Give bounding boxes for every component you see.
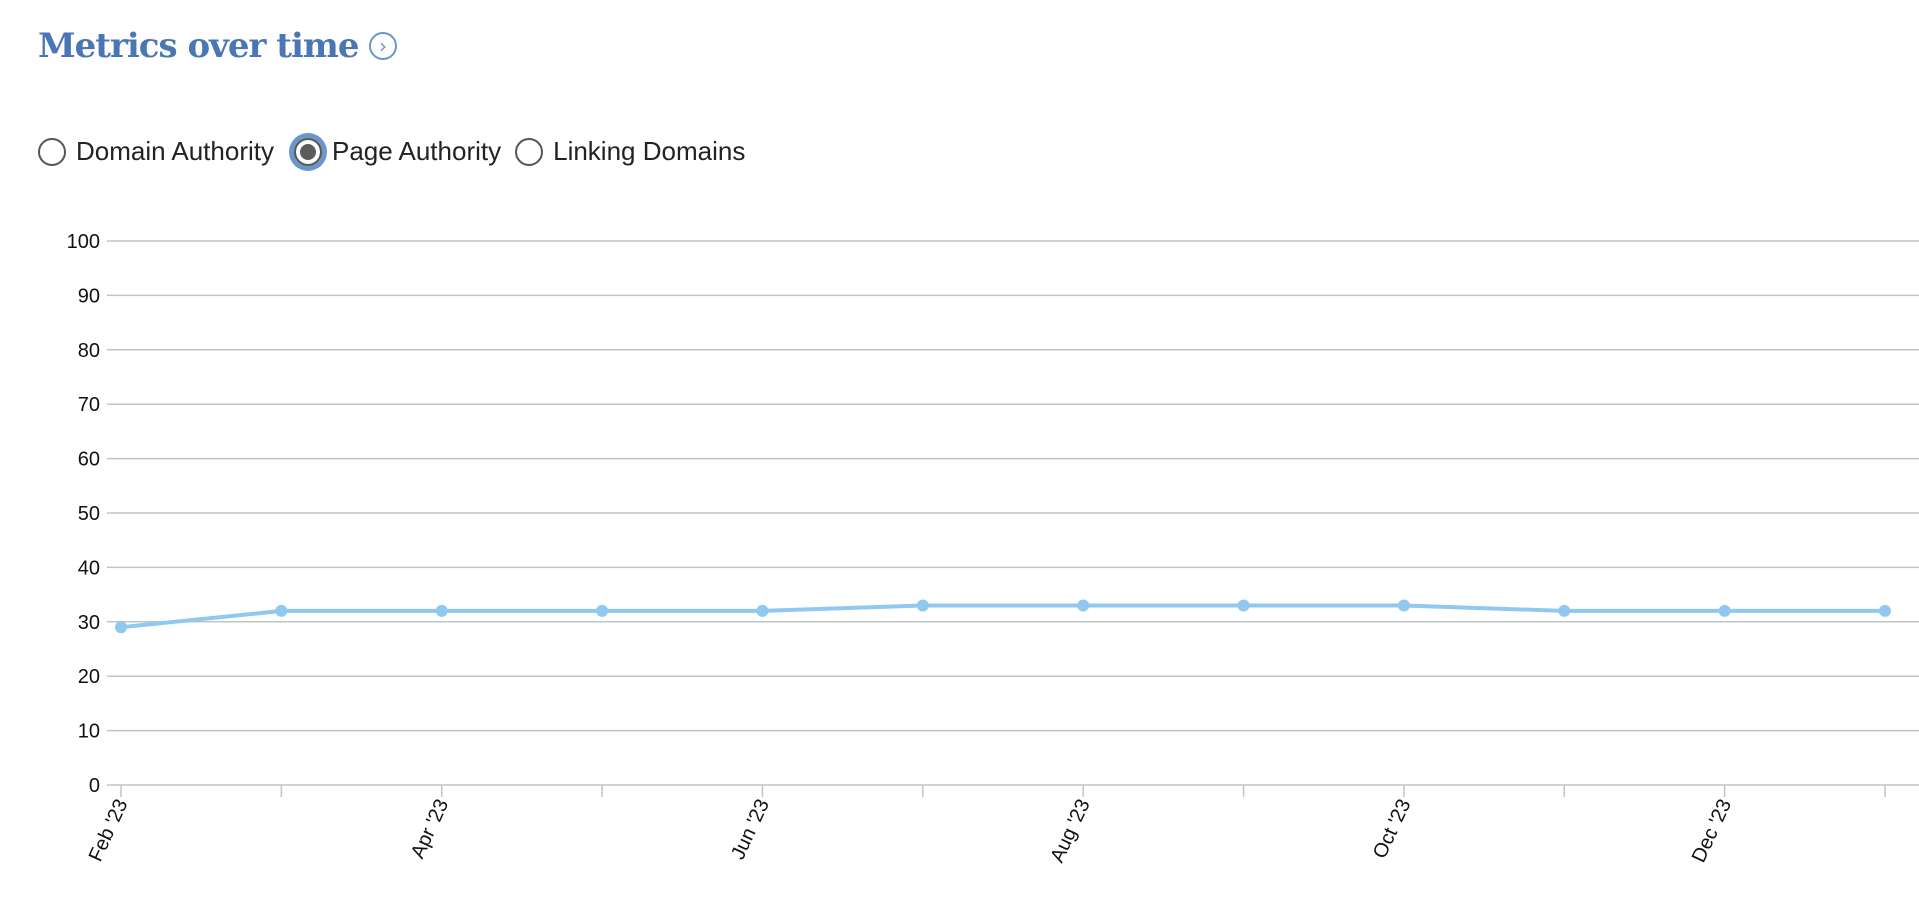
radio-page-authority[interactable]: Page Authority	[288, 136, 501, 167]
data-point	[1237, 599, 1250, 612]
data-point	[275, 604, 288, 617]
radio-button-icon[interactable]	[38, 137, 66, 166]
data-point	[1718, 604, 1731, 617]
y-tick-label: 80	[78, 340, 100, 362]
radio-linking-domains[interactable]: Linking Domains	[515, 136, 745, 167]
radio-button-icon[interactable]	[293, 137, 322, 166]
radio-label: Domain Authority	[76, 136, 274, 166]
data-point	[1558, 604, 1571, 617]
data-point	[596, 604, 609, 617]
series-line	[120, 603, 1885, 630]
y-tick-label: 0	[89, 775, 100, 797]
x-tick-label: Aug '23	[1046, 796, 1094, 866]
radio-label: Page Authority	[331, 136, 502, 166]
data-point	[916, 599, 929, 612]
x-tick-label: Oct '23	[1369, 796, 1415, 862]
radio-label: Linking Domains	[553, 136, 746, 166]
x-tick-label: Apr '23	[407, 796, 453, 862]
chevron-right-circle-icon[interactable]: ›	[368, 32, 397, 60]
page-title: Metrics over time ›	[38, 26, 397, 66]
metric-radio-group: Domain Authority Page Authority Linking …	[38, 136, 759, 167]
title-text: Metrics over time	[38, 26, 360, 66]
y-tick-label: 100	[67, 231, 100, 253]
data-point	[1397, 599, 1410, 612]
data-point	[1077, 599, 1090, 612]
y-tick-label: 10	[78, 721, 100, 743]
y-tick-label: 30	[78, 612, 100, 634]
y-tick-label: 70	[78, 394, 100, 416]
x-tick-label: Feb '23	[85, 796, 133, 865]
y-tick-label: 50	[78, 503, 100, 525]
data-point	[115, 621, 127, 634]
data-point	[756, 604, 769, 617]
data-point	[1879, 604, 1891, 617]
data-point	[435, 604, 448, 617]
x-tick-label: Dec '23	[1688, 796, 1736, 866]
y-tick-label: 40	[78, 557, 100, 579]
x-tick-label: Jun '23	[727, 796, 774, 863]
y-tick-label: 60	[78, 449, 100, 471]
radio-button-icon[interactable]	[515, 137, 544, 166]
radio-domain-authority[interactable]: Domain Authority	[38, 136, 274, 167]
y-tick-label: 90	[78, 285, 100, 307]
y-tick-label: 20	[78, 666, 100, 688]
